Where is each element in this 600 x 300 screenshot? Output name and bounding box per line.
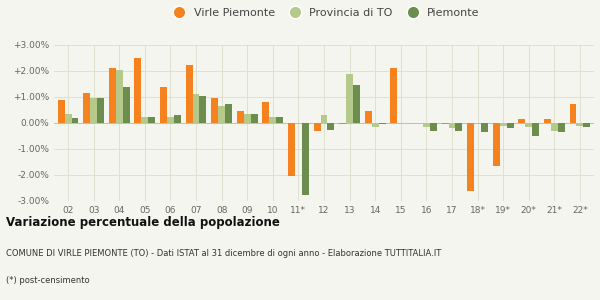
Bar (116, 70, 123, 123)
Bar (372, 123, 379, 127)
Bar (583, 123, 590, 127)
Bar (474, 123, 481, 124)
Text: Variazione percentuale della popolazione: Variazione percentuale della popolazione (6, 216, 280, 229)
Bar (391, 68, 397, 123)
Bar (295, 123, 302, 124)
Bar (244, 114, 251, 123)
Bar (225, 103, 232, 123)
Bar (569, 103, 577, 123)
Bar (109, 68, 116, 123)
Bar (339, 123, 346, 124)
Bar (328, 123, 334, 130)
Bar (314, 123, 320, 131)
Bar (97, 98, 104, 123)
Bar (167, 116, 174, 123)
Bar (544, 119, 551, 123)
Bar (365, 111, 372, 123)
Text: COMUNE DI VIRLE PIEMONTE (TO) - Dati ISTAT al 31 dicembre di ogni anno - Elabora: COMUNE DI VIRLE PIEMONTE (TO) - Dati IST… (6, 249, 441, 258)
Bar (518, 119, 525, 123)
Bar (262, 102, 269, 123)
Bar (269, 116, 276, 123)
Bar (218, 106, 225, 123)
Bar (193, 94, 199, 123)
Bar (58, 100, 65, 123)
Bar (320, 115, 328, 123)
Bar (379, 123, 386, 124)
Bar (71, 118, 79, 123)
Bar (481, 123, 488, 132)
Bar (199, 96, 206, 123)
Bar (551, 123, 558, 131)
Bar (123, 87, 130, 123)
Bar (142, 116, 148, 123)
Bar (442, 123, 449, 124)
Bar (525, 123, 532, 127)
Legend: Virle Piemonte, Provincia di TO, Piemonte: Virle Piemonte, Provincia di TO, Piemont… (164, 4, 484, 22)
Bar (430, 123, 437, 131)
Bar (577, 123, 583, 126)
Bar (493, 123, 500, 166)
Bar (302, 123, 309, 194)
Bar (90, 98, 97, 123)
Bar (288, 123, 295, 176)
Bar (449, 123, 455, 128)
Bar (455, 123, 463, 131)
Bar (423, 123, 430, 127)
Bar (211, 98, 218, 123)
Bar (346, 74, 353, 123)
Text: (*) post-censimento: (*) post-censimento (6, 276, 89, 285)
Bar (353, 85, 360, 123)
Bar (160, 87, 167, 123)
Bar (83, 93, 90, 123)
Bar (134, 58, 142, 123)
Bar (237, 111, 244, 123)
Bar (65, 114, 71, 123)
Bar (251, 114, 257, 123)
Bar (185, 64, 193, 123)
Bar (174, 115, 181, 123)
Bar (532, 123, 539, 136)
Bar (500, 123, 506, 126)
Bar (558, 123, 565, 132)
Bar (467, 123, 474, 190)
Bar (506, 123, 514, 128)
Bar (148, 116, 155, 123)
Bar (276, 116, 283, 123)
